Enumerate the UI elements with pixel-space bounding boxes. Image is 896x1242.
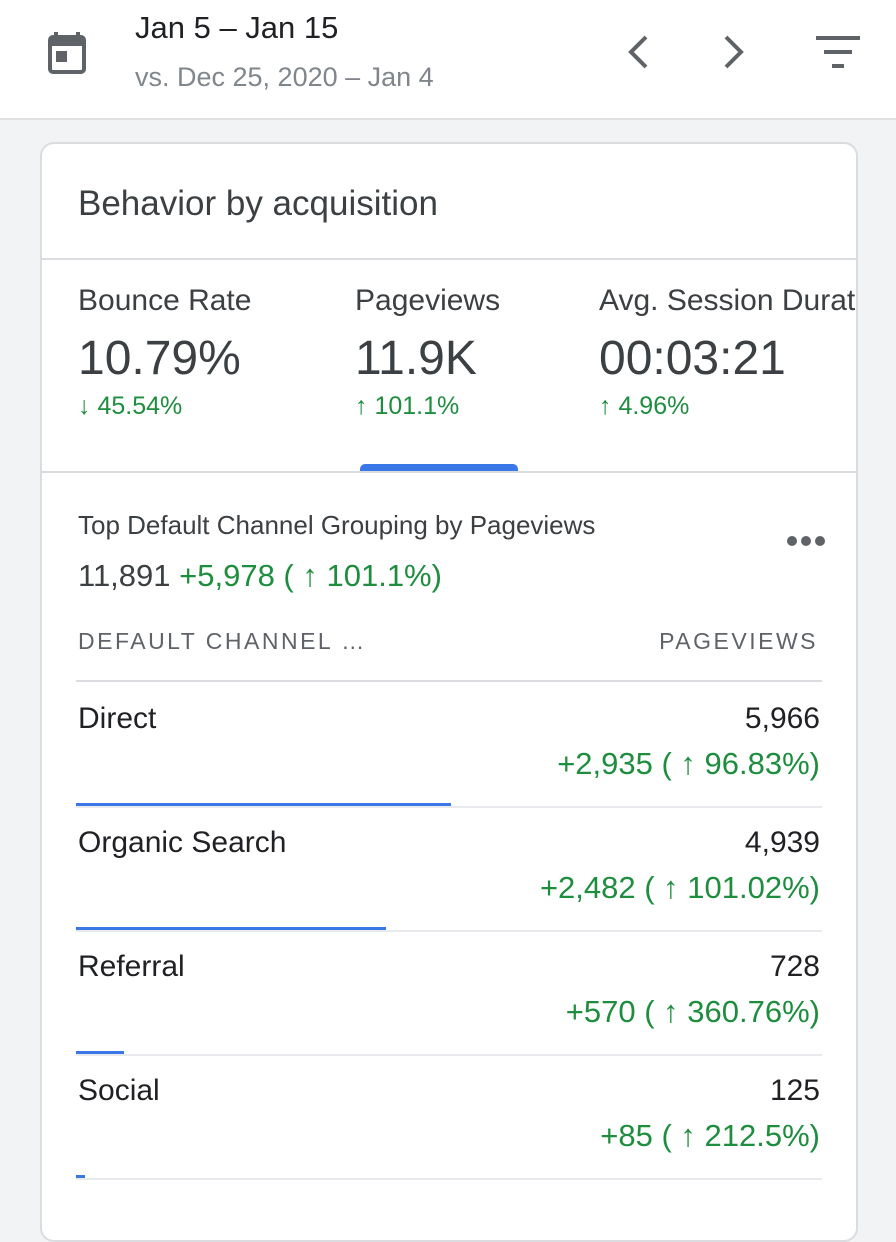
column-header-channel[interactable]: DEFAULT CHANNEL … (78, 628, 367, 654)
pageviews-change: +85 ( ↑ 212.5%) (600, 1118, 820, 1153)
channel-name: Direct (78, 702, 157, 735)
compare-range-label: vs. Dec 25, 2020 – Jan 4 (135, 62, 434, 92)
chevron-left-icon[interactable] (616, 30, 660, 74)
divider (76, 1054, 822, 1056)
total-change: +5,978 ( ↑ 101.1%) (179, 558, 442, 593)
channel-name: Referral (78, 950, 185, 983)
divider (76, 930, 822, 932)
column-header-pageviews[interactable]: PAGEVIEWS (659, 628, 818, 654)
metric-value: 10.79% (78, 332, 241, 385)
metric-change: ↓ 45.54% (78, 392, 183, 420)
divider (76, 806, 822, 808)
share-bar (76, 927, 386, 930)
behavior-card: Behavior by acquisition Bounce Rate 10.7… (40, 142, 858, 1242)
metric-change: ↑ 4.96% (599, 392, 690, 420)
share-bar (76, 1051, 124, 1054)
metric-avg-session-duration[interactable]: Avg. Session Duration 00:03:21 ↑ 4.96% (599, 284, 856, 421)
divider (42, 258, 856, 260)
divider (76, 1178, 822, 1180)
pageviews-value: 4,939 (744, 826, 820, 859)
date-range-label[interactable]: Jan 5 – Jan 15 (135, 10, 339, 45)
pageviews-change: +2,482 ( ↑ 101.02%) (539, 870, 820, 905)
metric-change: ↑ 101.1% (355, 392, 460, 420)
selected-metric-indicator (360, 464, 518, 471)
more-options-icon[interactable] (784, 526, 828, 556)
channel-name: Social (78, 1074, 160, 1107)
metric-bounce-rate[interactable]: Bounce Rate 10.79% ↓ 45.54% (78, 284, 251, 421)
calendar-icon[interactable] (48, 30, 86, 74)
pageviews-change: +2,935 ( ↑ 96.83%) (557, 746, 820, 781)
total-summary: 11,891 +5,978 ( ↑ 101.1%) (78, 558, 442, 594)
table-row[interactable]: Referral 728 +570 ( ↑ 360.76%) (76, 930, 822, 1056)
pageviews-value: 5,966 (744, 702, 820, 735)
total-value: 11,891 (78, 558, 171, 593)
table-row[interactable]: Social 125 +85 ( ↑ 212.5%) (76, 1054, 822, 1180)
share-bar (76, 1175, 85, 1178)
section-title: Top Default Channel Grouping by Pageview… (78, 510, 596, 540)
date-range-header: Jan 5 – Jan 15 vs. Dec 25, 2020 – Jan 4 (0, 0, 896, 120)
pageviews-change: +570 ( ↑ 360.76%) (565, 994, 820, 1029)
metric-label: Avg. Session Duration (599, 284, 856, 317)
table-row[interactable]: Direct 5,966 +2,935 ( ↑ 96.83%) (76, 682, 822, 808)
divider (76, 680, 822, 682)
share-bar (76, 803, 451, 806)
divider (42, 471, 856, 473)
table-row[interactable]: Organic Search 4,939 +2,482 ( ↑ 101.02%) (76, 806, 822, 932)
metric-label: Pageviews (355, 284, 501, 317)
channel-name: Organic Search (78, 826, 287, 859)
chevron-right-icon[interactable] (712, 30, 756, 74)
metric-value: 11.9K (355, 332, 477, 385)
metric-label: Bounce Rate (78, 284, 252, 317)
pageviews-value: 125 (769, 1074, 820, 1107)
metric-value: 00:03:21 (599, 332, 786, 385)
card-title: Behavior by acquisition (78, 184, 438, 223)
filter-icon[interactable] (812, 30, 864, 74)
pageviews-value: 728 (769, 950, 820, 983)
metric-pageviews[interactable]: Pageviews 11.9K ↑ 101.1% (355, 284, 500, 421)
